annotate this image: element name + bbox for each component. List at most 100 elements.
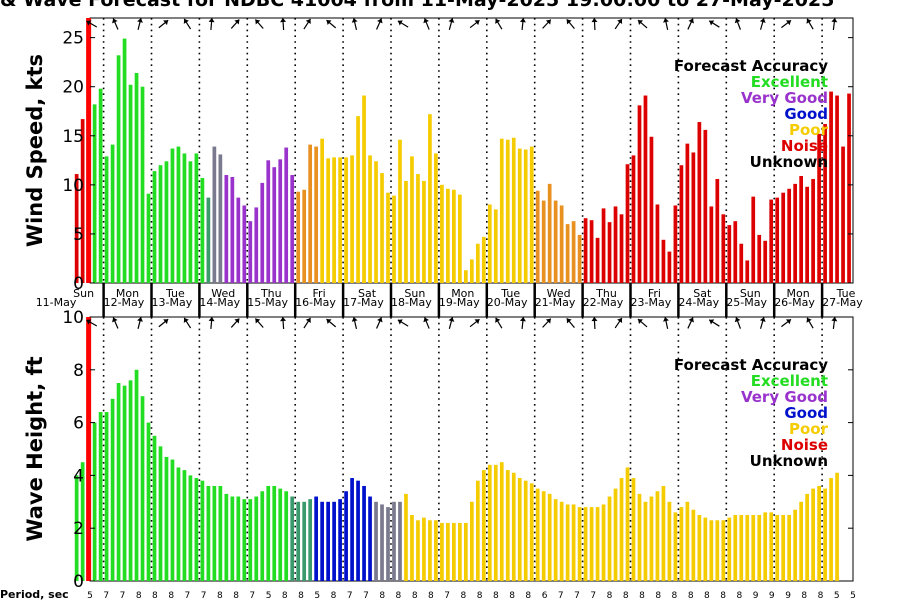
wind-bar	[565, 224, 570, 283]
wind-bar	[751, 196, 756, 283]
arrow-head	[495, 18, 501, 24]
wave-bar	[475, 480, 480, 581]
wave-bar	[703, 517, 708, 581]
arrow-head	[86, 20, 92, 26]
arrow-icon	[303, 18, 311, 30]
wave-bar	[194, 478, 199, 581]
period-value: 7	[347, 591, 353, 600]
wind-bar	[733, 221, 738, 283]
period-value: 8	[152, 591, 158, 600]
arrow-head	[785, 319, 791, 325]
wind-bar	[386, 192, 390, 283]
wind-bar	[356, 116, 360, 284]
wind-bar	[218, 154, 223, 283]
arrow-head	[688, 317, 694, 323]
wind-bar	[763, 240, 768, 283]
day-name-label: Wed	[547, 287, 571, 300]
arrow-icon	[708, 319, 720, 327]
wind-bar	[308, 144, 313, 283]
arrow-icon	[566, 318, 575, 328]
wind-bar	[499, 138, 504, 283]
wave-bar	[643, 501, 648, 581]
wind-bar	[344, 157, 348, 283]
period-axis-label: Period, sec	[0, 588, 69, 600]
wave-bar	[619, 478, 624, 581]
wave-bar	[667, 501, 672, 581]
arrow-icon	[326, 19, 337, 29]
wind-bar	[416, 174, 420, 283]
wind-bar	[613, 206, 618, 283]
wind-bar	[266, 160, 271, 283]
day-date-label: 25-May	[726, 296, 767, 309]
wave-height-panel: 0 2 4 6 8 10 Wave Height, ft Forecast AccuracyE…	[23, 308, 854, 592]
wave-bar	[446, 522, 450, 581]
wave-bar	[607, 496, 612, 581]
day-name-label: Mon	[116, 287, 139, 300]
period-value: 8	[623, 591, 629, 600]
wave-bar	[452, 522, 456, 581]
wind-bar	[679, 165, 684, 283]
period-value: 5	[314, 591, 320, 600]
wind-bar	[685, 143, 690, 283]
day-date-label: 18-May	[391, 296, 432, 309]
day-date-label: 20-May	[487, 296, 528, 309]
wave-y-axis-label: Wave Height, ft	[23, 356, 47, 541]
wind-bar	[254, 207, 259, 283]
day-name-label: Thu	[260, 287, 282, 300]
wind-bar	[116, 55, 121, 283]
arrow-head	[591, 317, 598, 322]
wave-bar	[248, 499, 253, 581]
wave-bar	[320, 501, 324, 581]
legend-title: Forecast Accuracy	[674, 57, 828, 75]
period-value: 5	[834, 591, 840, 600]
arrow-head	[474, 319, 480, 325]
wave-bar	[649, 496, 654, 581]
period-value: 5	[266, 591, 272, 600]
period-value: 7	[558, 591, 564, 600]
arrow-icon	[495, 317, 503, 329]
wave-bar	[404, 493, 408, 581]
wind-bar	[392, 195, 396, 283]
wind-bar	[290, 175, 295, 283]
wave-bar	[757, 515, 762, 581]
period-value: 8	[607, 591, 613, 600]
arrow-icon	[137, 18, 143, 30]
arrow-head	[734, 18, 741, 24]
wave-bar	[739, 515, 744, 581]
day-date-label: 16-May	[295, 296, 336, 309]
wave-bar	[392, 501, 396, 581]
wave-bar	[182, 470, 187, 581]
wave-bar	[745, 515, 750, 581]
wave-bar	[541, 491, 546, 581]
period-value: 6	[542, 591, 548, 600]
wind-bar	[146, 193, 151, 283]
wind-bar	[655, 204, 660, 283]
wind-bar	[643, 95, 648, 283]
legend-item-noise: Noise	[781, 436, 828, 454]
wave-bar	[517, 478, 522, 581]
legend-title: Forecast Accuracy	[674, 356, 828, 374]
arrow-icon	[469, 19, 480, 29]
wind-bar	[673, 205, 678, 283]
wave-bar	[775, 515, 780, 581]
legend-item-excellent: Excellent	[751, 372, 828, 390]
wave-bar	[535, 488, 540, 581]
arrow-icon	[158, 318, 169, 328]
period-value: 8	[509, 591, 515, 600]
wave-bar	[80, 462, 85, 581]
arrow-icon	[687, 317, 694, 329]
wave-bar	[673, 512, 678, 581]
period-value: 9	[785, 591, 791, 600]
wind-bar	[487, 204, 492, 283]
period-value: 8	[379, 591, 385, 600]
wind-bar	[224, 175, 229, 283]
wave-bar	[302, 501, 307, 581]
arrow-head	[397, 20, 403, 26]
period-value: 8	[428, 591, 434, 600]
arrow-icon	[183, 18, 192, 30]
wave-bar	[110, 398, 115, 581]
arrow-head	[448, 18, 455, 23]
period-value: 8	[233, 591, 239, 600]
